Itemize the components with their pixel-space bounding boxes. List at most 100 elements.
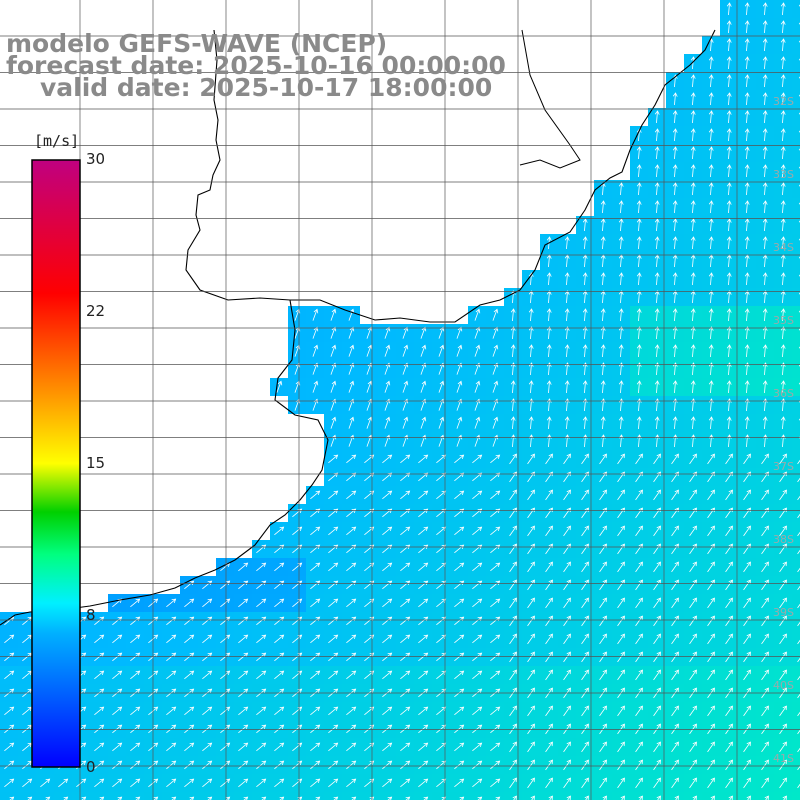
- wind-arrow: [474, 326, 481, 339]
- wind-arrow: [726, 272, 732, 286]
- wind-arrow: [400, 472, 411, 482]
- wind-arrow: [346, 454, 357, 464]
- wind-arrow: [672, 110, 678, 124]
- wind-arrow: [761, 525, 769, 537]
- wind-arrow: [617, 669, 625, 681]
- wind-arrow: [472, 526, 483, 536]
- wind-arrow: [474, 416, 481, 429]
- wind-arrow: [112, 778, 123, 788]
- wind-arrow: [274, 598, 285, 608]
- wind-arrow: [310, 778, 321, 788]
- wind-arrow: [472, 598, 483, 608]
- wind-arrow: [130, 598, 141, 608]
- wind-arrow: [454, 670, 465, 680]
- wind-arrow: [546, 416, 552, 430]
- wind-arrow: [779, 741, 787, 753]
- wind-arrow: [527, 453, 535, 465]
- wind-arrow: [238, 562, 249, 572]
- wind-arrow: [328, 544, 339, 554]
- wind-arrow: [456, 380, 463, 393]
- wind-arrow: [310, 706, 321, 716]
- wind-arrow: [599, 579, 607, 591]
- wind-arrow: [725, 669, 733, 681]
- wind-arrow: [418, 670, 429, 680]
- wind-cell: [108, 792, 126, 800]
- wind-arrow: [762, 164, 768, 178]
- wind-cell: [792, 504, 800, 522]
- wind-arrow: [689, 597, 697, 609]
- wind-arrow: [527, 561, 535, 573]
- wind-arrow: [762, 74, 768, 88]
- wind-arrow: [400, 706, 411, 716]
- wind-arrow: [780, 218, 786, 232]
- wind-arrow: [636, 290, 642, 304]
- wind-arrow: [112, 760, 123, 770]
- wind-arrow: [418, 652, 429, 662]
- wind-arrow: [761, 777, 769, 789]
- wind-arrow: [672, 164, 678, 178]
- wind-arrow: [220, 760, 231, 770]
- wind-arrow: [708, 290, 714, 304]
- wind-arrow: [617, 651, 625, 663]
- wind-arrow: [797, 621, 800, 627]
- wind-arrow: [184, 742, 195, 752]
- wind-arrow: [581, 579, 589, 591]
- wind-arrow: [472, 472, 483, 482]
- wind-arrow: [617, 561, 625, 573]
- wind-arrow: [762, 38, 768, 52]
- wind-arrow: [780, 362, 786, 376]
- wind-arrow: [184, 670, 195, 680]
- wind-arrow: [490, 472, 501, 482]
- wind-arrow: [312, 380, 319, 393]
- wind-arrow: [636, 146, 642, 160]
- wind-arrow: [490, 454, 501, 464]
- wind-arrow: [310, 652, 321, 662]
- wind-arrow: [707, 597, 715, 609]
- wind-arrow: [454, 706, 465, 716]
- wind-arrow: [382, 670, 393, 680]
- wind-arrow: [797, 585, 800, 591]
- wind-cell: [792, 0, 800, 18]
- wind-arrow: [797, 639, 800, 645]
- coastline-south: [0, 299, 329, 626]
- wind-arrow: [563, 759, 571, 771]
- wind-arrow: [618, 290, 624, 304]
- wind-arrow: [689, 561, 697, 573]
- wind-arrow: [527, 723, 535, 735]
- wind-arrow: [672, 290, 678, 304]
- wind-arrow: [490, 652, 501, 662]
- wind-arrow: [656, 795, 661, 800]
- wind-arrow: [654, 128, 660, 142]
- wind-arrow: [548, 795, 553, 800]
- wind-arrow: [762, 200, 768, 214]
- wind-arrow: [112, 724, 123, 734]
- wind-cell: [630, 792, 648, 800]
- wind-arrow: [328, 778, 339, 788]
- wind-arrow: [744, 308, 750, 322]
- wind-arrow: [382, 598, 393, 608]
- wind-arrow: [654, 380, 660, 394]
- wind-arrow: [743, 705, 751, 717]
- wind-arrow: [707, 615, 715, 627]
- colorbar-tick-30: 30: [86, 150, 106, 168]
- wind-cell: [792, 648, 800, 666]
- wind-arrow: [672, 308, 678, 322]
- wind-cell: [792, 522, 800, 540]
- wind-arrow: [725, 561, 733, 573]
- wind-arrow: [600, 236, 606, 250]
- wind-cell: [432, 792, 450, 800]
- wind-arrow: [274, 526, 285, 536]
- wind-arrow: [472, 490, 483, 500]
- wind-arrow: [761, 705, 769, 717]
- wind-arrow: [563, 579, 571, 591]
- map-title: modelo GEFS-WAVE (NCEP): [6, 29, 388, 58]
- wind-arrow: [779, 777, 787, 789]
- wind-arrow: [762, 362, 768, 376]
- wind-arrow: [762, 2, 768, 16]
- wind-arrow: [726, 362, 732, 376]
- wind-arrow: [274, 778, 285, 788]
- wind-arrow: [617, 741, 625, 753]
- wind-arrow: [330, 416, 337, 429]
- wind-arrow: [418, 598, 429, 608]
- wind-arrow: [726, 146, 732, 160]
